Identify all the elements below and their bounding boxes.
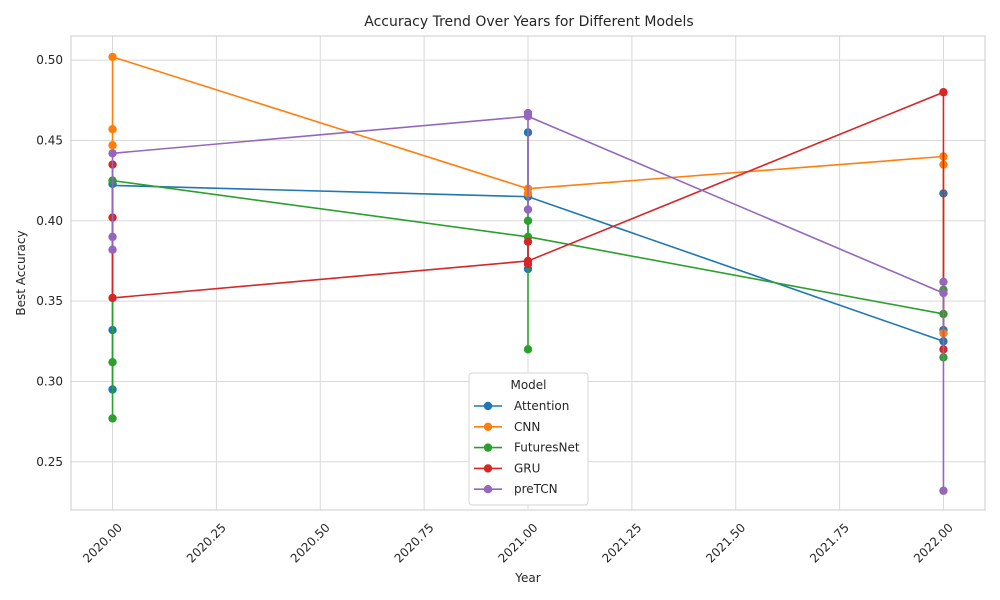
x-tick-label: 2021.50 xyxy=(703,521,748,566)
data-point xyxy=(108,414,117,423)
y-tick-label: 0.25 xyxy=(36,455,63,469)
data-point xyxy=(523,237,533,246)
legend-item: CNN xyxy=(474,420,540,434)
data-point xyxy=(108,232,117,242)
data-point xyxy=(108,52,117,62)
legend-label: Attention xyxy=(514,399,569,413)
data-point xyxy=(108,245,117,254)
data-point xyxy=(523,259,533,269)
x-tick-label: 2021.00 xyxy=(495,521,540,566)
data-point xyxy=(523,216,533,225)
data-point xyxy=(108,357,117,367)
x-tick-label: 2020.75 xyxy=(392,521,437,566)
data-point xyxy=(939,277,948,287)
legend-label: FuturesNet xyxy=(514,441,580,455)
data-point xyxy=(523,205,533,214)
y-tick-label: 0.50 xyxy=(36,53,63,67)
plot-frame xyxy=(70,35,986,511)
legend-item: preTCN xyxy=(474,482,558,496)
x-tick-label: 2020.00 xyxy=(80,521,125,566)
legend-label: GRU xyxy=(514,461,540,475)
legend-swatch-marker xyxy=(483,464,493,473)
data-point xyxy=(108,149,117,158)
y-tick-label: 0.40 xyxy=(36,214,63,228)
legend-item: FuturesNet xyxy=(474,441,580,455)
x-tick-label: 2022.00 xyxy=(911,521,956,566)
data-point xyxy=(108,141,117,150)
data-point xyxy=(523,345,533,354)
x-tick-label: 2020.25 xyxy=(184,521,229,566)
x-tick-label: 2021.25 xyxy=(599,521,644,566)
x-tick-label: 2021.75 xyxy=(807,521,852,566)
legend-item: GRU xyxy=(474,461,540,475)
data-point xyxy=(939,288,948,298)
y-tick-label: 0.45 xyxy=(36,133,63,147)
legend: Model Attention CNN FuturesNet GRU preTCN xyxy=(468,372,589,506)
legend-title: Model xyxy=(510,378,546,392)
legend-swatch-marker xyxy=(483,401,493,411)
series-layer xyxy=(108,52,948,495)
data-point xyxy=(939,486,948,495)
y-axis-label: Best Accuracy xyxy=(14,230,28,315)
legend-label: preTCN xyxy=(514,482,558,496)
legend-swatch-marker xyxy=(483,485,493,494)
legend-label: CNN xyxy=(514,420,540,434)
legend-swatch-marker xyxy=(483,443,493,452)
series-pretcn xyxy=(108,108,948,495)
y-tick-label: 0.30 xyxy=(36,374,63,388)
x-tick-label: 2020.50 xyxy=(288,521,333,566)
legend-item: Attention xyxy=(474,399,569,413)
data-point xyxy=(108,293,117,303)
data-point xyxy=(939,88,948,97)
chart-title: Accuracy Trend Over Years for Different … xyxy=(364,14,693,30)
data-point xyxy=(108,124,117,134)
legend-swatch-marker xyxy=(483,422,493,431)
y-tick-label: 0.35 xyxy=(36,294,63,308)
data-point xyxy=(523,112,533,121)
x-axis-label: Year xyxy=(514,571,540,585)
